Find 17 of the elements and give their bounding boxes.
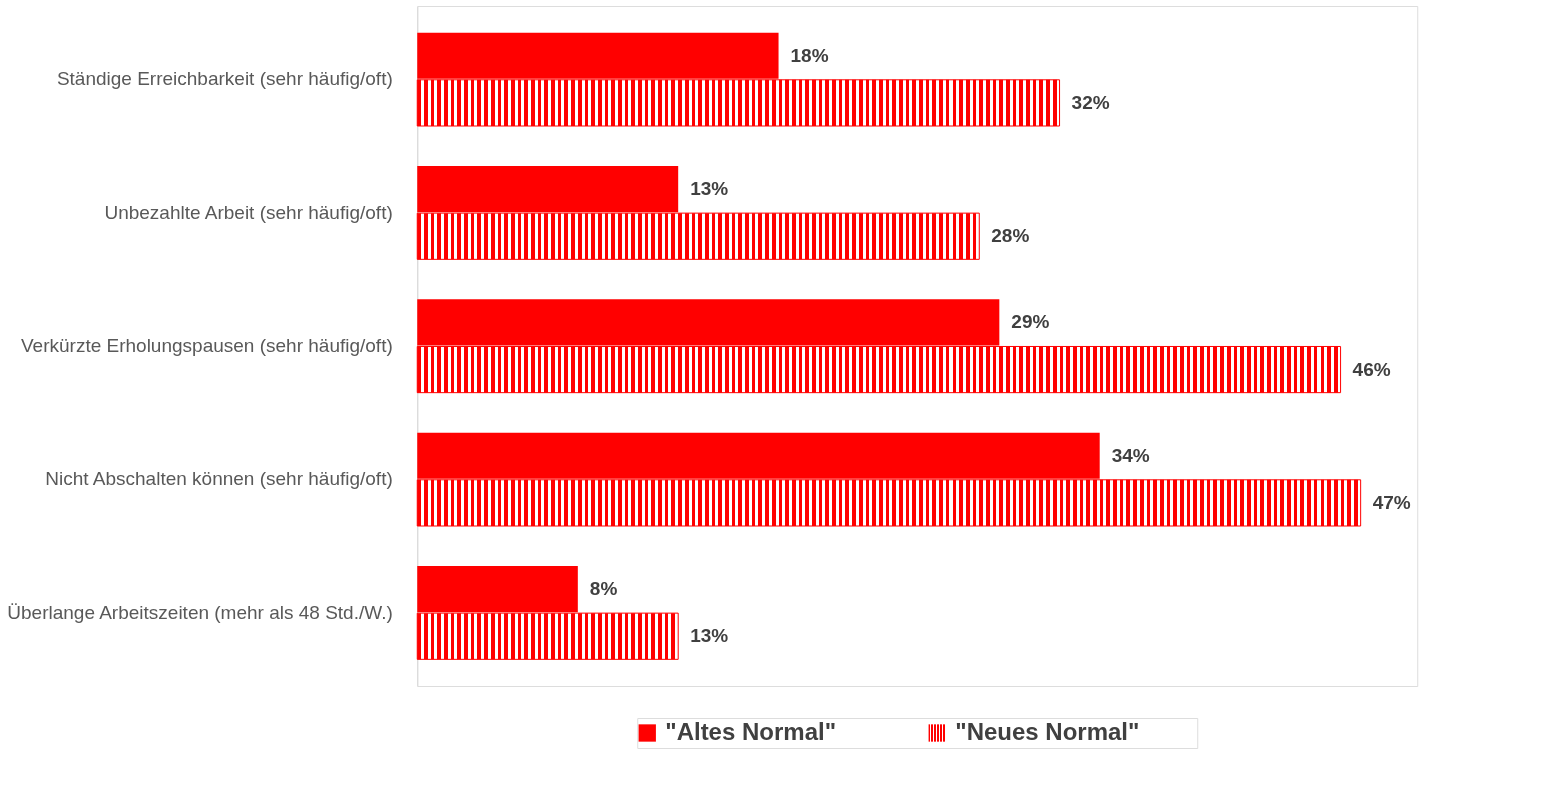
data-label: 8%: [589, 578, 618, 600]
y-tick-label: Verkürzte Erholungspausen (sehr häufig/oft): [20, 335, 393, 356]
y-tick-label: Nicht Abschalten können (sehr häufig/oft): [45, 468, 393, 490]
data-label: 29%: [1011, 311, 1050, 333]
data-label: 47%: [1372, 491, 1411, 513]
data-label: 13%: [690, 625, 729, 647]
data-label: 46%: [1352, 358, 1391, 380]
y-tick-label: Ständige Erreichbarkeit (sehr häufig/oft): [56, 68, 393, 90]
y-tick-label: Überlange Arbeitszeiten (mehr als 48 Std./W.): [7, 601, 393, 623]
data-label: 32%: [1071, 91, 1110, 113]
data-label: 18%: [790, 44, 829, 66]
legend-label: "Altes Normal": [665, 718, 837, 745]
data-label: 28%: [991, 225, 1030, 247]
y-tick-label: Unbezahlte Arbeit (sehr häufig/oft): [104, 201, 393, 223]
data-label: 34%: [1111, 444, 1150, 466]
legend-label: "Neues Normal": [955, 718, 1140, 745]
data-label: 13%: [690, 178, 729, 200]
